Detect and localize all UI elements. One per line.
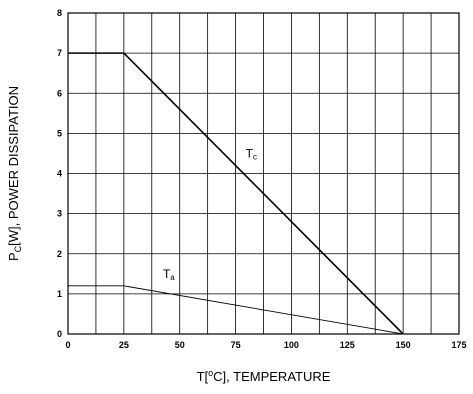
y-tick-label: 7 — [57, 48, 62, 58]
series-labels: Tc Ta — [163, 146, 257, 281]
plot-frame — [67, 12, 460, 335]
y-tick-label: 1 — [57, 289, 62, 299]
x-tick-label: 50 — [175, 340, 185, 350]
x-tick-labels: 0 25 50 75 100 125 150 175 — [65, 340, 466, 350]
y-tick-label: 4 — [57, 169, 62, 179]
y-tick-label: 2 — [57, 249, 62, 259]
x-tick-label: 100 — [284, 340, 299, 350]
x-tick-label: 125 — [340, 340, 355, 350]
grid-lines — [68, 13, 459, 334]
x-axis-title-superscript: o — [208, 368, 213, 378]
x-tick-label: 25 — [119, 340, 129, 350]
y-tick-label: 3 — [57, 209, 62, 219]
x-axis-title: T[oC], TEMPERATURE — [197, 368, 331, 384]
y-axis-title-prefix: P — [6, 252, 21, 261]
y-axis-title: PC[W], POWER DISSIPATION — [6, 86, 23, 261]
y-tick-label: 5 — [57, 128, 62, 138]
y-tick-label: 0 — [57, 329, 62, 339]
x-axis-title-suffix: C], TEMPERATURE — [213, 369, 331, 384]
series-line-tc — [68, 52, 404, 335]
x-tick-label: 150 — [396, 340, 411, 350]
x-axis-title-prefix: T[ — [197, 369, 209, 384]
series-line-ta — [68, 285, 404, 335]
series-label-ta: Ta — [163, 267, 175, 282]
y-tick-labels: 0 1 2 3 4 5 6 7 8 — [57, 8, 62, 339]
y-tick-label: 6 — [57, 88, 62, 98]
y-axis-title-subscript: C — [13, 245, 23, 252]
y-tick-label: 8 — [57, 8, 62, 18]
series-label-tc: Tc — [246, 146, 257, 161]
x-tick-label: 75 — [231, 340, 241, 350]
series-lines — [68, 52, 404, 335]
x-tick-label: 175 — [451, 340, 466, 350]
y-axis-title-suffix: [W], POWER DISSIPATION — [6, 86, 21, 246]
x-tick-label: 0 — [65, 340, 70, 350]
